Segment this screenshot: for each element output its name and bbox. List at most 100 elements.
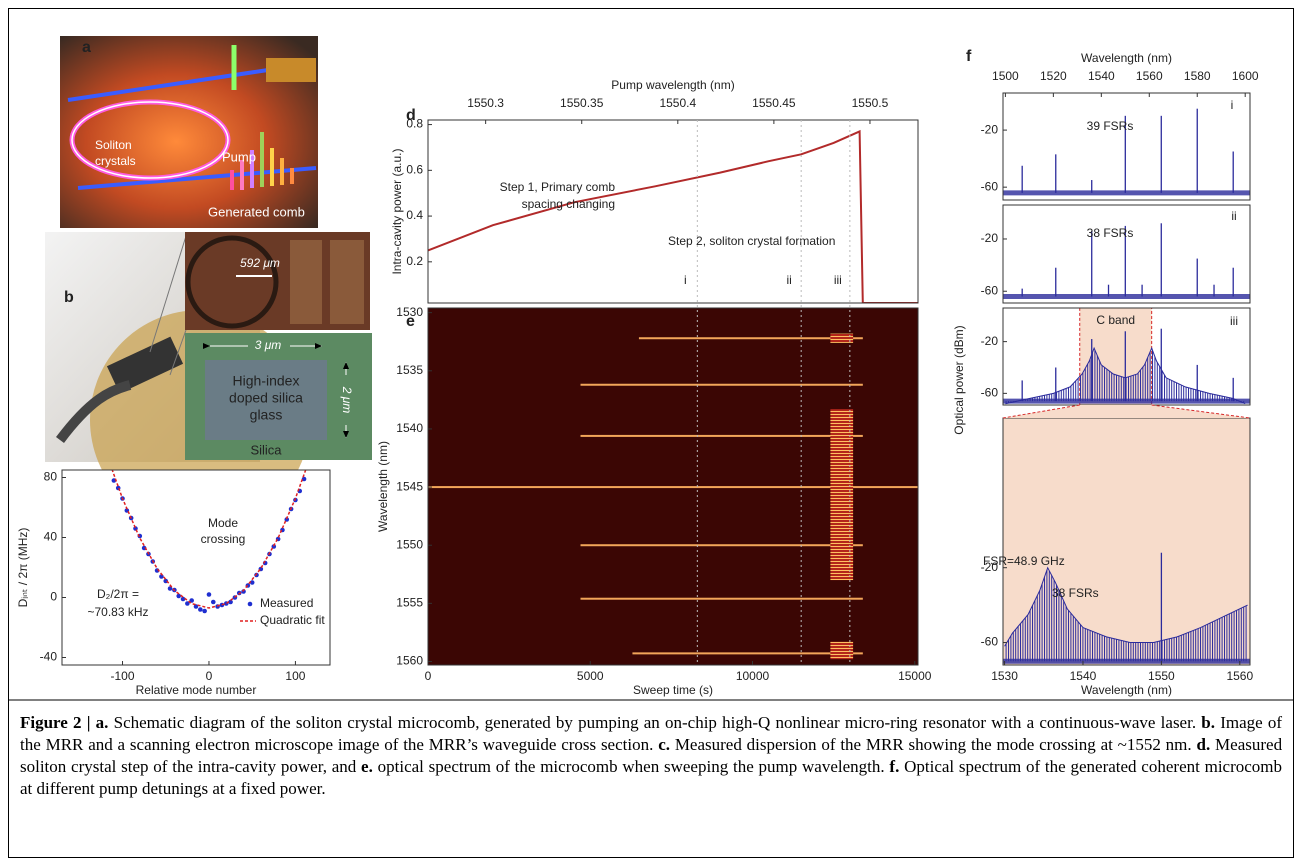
comb-line bbox=[428, 486, 918, 489]
annotation: D₂/2π = bbox=[97, 587, 139, 601]
marker-label: iii bbox=[834, 273, 842, 287]
caption-label: e. bbox=[361, 757, 373, 776]
plot-frame bbox=[1002, 204, 1251, 304]
micro-ring bbox=[185, 235, 279, 329]
plot-area bbox=[1003, 223, 1250, 299]
envelope bbox=[1004, 566, 1248, 647]
core bbox=[205, 360, 327, 440]
caption-label: b. bbox=[1201, 713, 1215, 732]
y-tick-label: 1555 bbox=[396, 596, 423, 610]
annotation: Mode bbox=[208, 516, 238, 530]
y-tick-label: -20 bbox=[981, 231, 999, 245]
data-point bbox=[249, 580, 255, 585]
core-label: doped silica bbox=[229, 390, 303, 406]
soliton-band bbox=[830, 641, 854, 660]
y-tick-label: 1545 bbox=[396, 479, 423, 493]
y-tick-label: 0.6 bbox=[406, 162, 423, 176]
caption-text: Measured soliton crystal step of the int… bbox=[20, 735, 1283, 776]
y-tick-label: 0 bbox=[50, 590, 57, 604]
plot-area bbox=[111, 470, 307, 614]
chip bbox=[106, 336, 184, 394]
plot-bg bbox=[62, 470, 330, 665]
fit-line bbox=[111, 470, 307, 609]
legend-label: Measured bbox=[260, 596, 313, 610]
annotation: 39 FSRs bbox=[1087, 119, 1134, 133]
caption-text: Image of the MRR and a scanning electron… bbox=[20, 713, 1283, 754]
y-tick-label: 0.4 bbox=[406, 208, 423, 222]
comb-line bbox=[638, 337, 863, 340]
x-label: Relative mode number bbox=[136, 683, 257, 697]
pump-label: Pump bbox=[222, 149, 256, 164]
zoom-shade bbox=[1003, 405, 1250, 418]
plot-bg bbox=[1003, 205, 1250, 303]
width-label: 3 μm bbox=[255, 338, 282, 352]
x-label: Wavelength (nm) bbox=[1081, 51, 1172, 65]
x2-tick-label: 1550.3 bbox=[467, 96, 504, 110]
marker-label: ii bbox=[787, 273, 792, 287]
data-point bbox=[210, 599, 216, 605]
y-tick-label: -20 bbox=[981, 122, 999, 136]
y-tick-label: 0.2 bbox=[406, 254, 423, 268]
caption-text: optical spectrum of the microcomb when s… bbox=[377, 757, 885, 776]
plot-area bbox=[1003, 552, 1250, 664]
data-point bbox=[198, 607, 203, 612]
comb-line bbox=[632, 652, 863, 655]
x-tick-label: 1540 bbox=[1088, 69, 1115, 83]
ring-size: 592 μm bbox=[240, 256, 280, 270]
height-label: 2 μm bbox=[340, 386, 354, 414]
y-tick-label: -40 bbox=[40, 650, 58, 664]
x-tick-label: 1530 bbox=[991, 669, 1018, 683]
plot-area bbox=[428, 333, 918, 660]
comb-line bbox=[580, 383, 863, 386]
x-tick-label: 1550 bbox=[1148, 669, 1175, 683]
comb-line bbox=[580, 597, 863, 600]
y-tick-label: 1535 bbox=[396, 363, 423, 377]
x-label: Wavelength (nm) bbox=[1081, 683, 1172, 697]
data-point bbox=[284, 517, 290, 522]
x2-tick-label: 1550.35 bbox=[560, 96, 604, 110]
plot-bg bbox=[428, 120, 918, 303]
zoom-line bbox=[1151, 404, 1251, 419]
core-label: High-index bbox=[233, 373, 300, 389]
x-label: Sweep time (s) bbox=[633, 683, 713, 697]
x-tick-label: 1600 bbox=[1232, 69, 1259, 83]
x-tick-label: 1500 bbox=[992, 69, 1019, 83]
y-tick-label: 1560 bbox=[396, 654, 423, 668]
annotation: 38 FSRs bbox=[1087, 226, 1134, 240]
envelope-fill bbox=[1004, 567, 1248, 662]
annotation: Step 1, Primary comb bbox=[500, 180, 616, 194]
annotation: ~70.83 kHz bbox=[87, 605, 148, 619]
caption-label: d. bbox=[1196, 735, 1211, 754]
y-tick-label: 1540 bbox=[396, 421, 423, 435]
panel-label: d bbox=[406, 107, 416, 124]
comb-bars bbox=[230, 132, 294, 190]
x-tick-label: 0 bbox=[425, 669, 432, 683]
annotation: ii bbox=[1231, 209, 1236, 223]
laser bbox=[266, 58, 316, 82]
y-label: Intra-cavity power (a.u.) bbox=[390, 148, 404, 274]
data-point bbox=[159, 574, 164, 579]
power-line bbox=[428, 129, 918, 303]
cladding-label: Silica bbox=[250, 442, 282, 457]
y-tick-label: -60 bbox=[981, 283, 999, 297]
x2-tick-label: 1550.45 bbox=[752, 96, 796, 110]
plot-area bbox=[428, 129, 918, 303]
panel-label: a bbox=[82, 39, 91, 56]
comb-line bbox=[580, 544, 863, 547]
caption-label: c. bbox=[658, 735, 670, 754]
plot-area bbox=[1003, 308, 1250, 405]
data-point bbox=[176, 593, 182, 599]
micro-ring-3 bbox=[330, 240, 364, 324]
data-point bbox=[206, 592, 212, 597]
plot-bg bbox=[1003, 93, 1250, 200]
caption-text: Measured dispersion of the MRR showing t… bbox=[674, 735, 1192, 754]
ring-core bbox=[71, 101, 229, 179]
x2-tick-label: 1550.4 bbox=[659, 96, 696, 110]
annotation: spacing changing bbox=[522, 197, 615, 211]
y-tick-label: -20 bbox=[981, 560, 999, 574]
soliton-band bbox=[830, 409, 854, 581]
zoom-line bbox=[149, 235, 187, 353]
plot-frame bbox=[427, 307, 919, 666]
